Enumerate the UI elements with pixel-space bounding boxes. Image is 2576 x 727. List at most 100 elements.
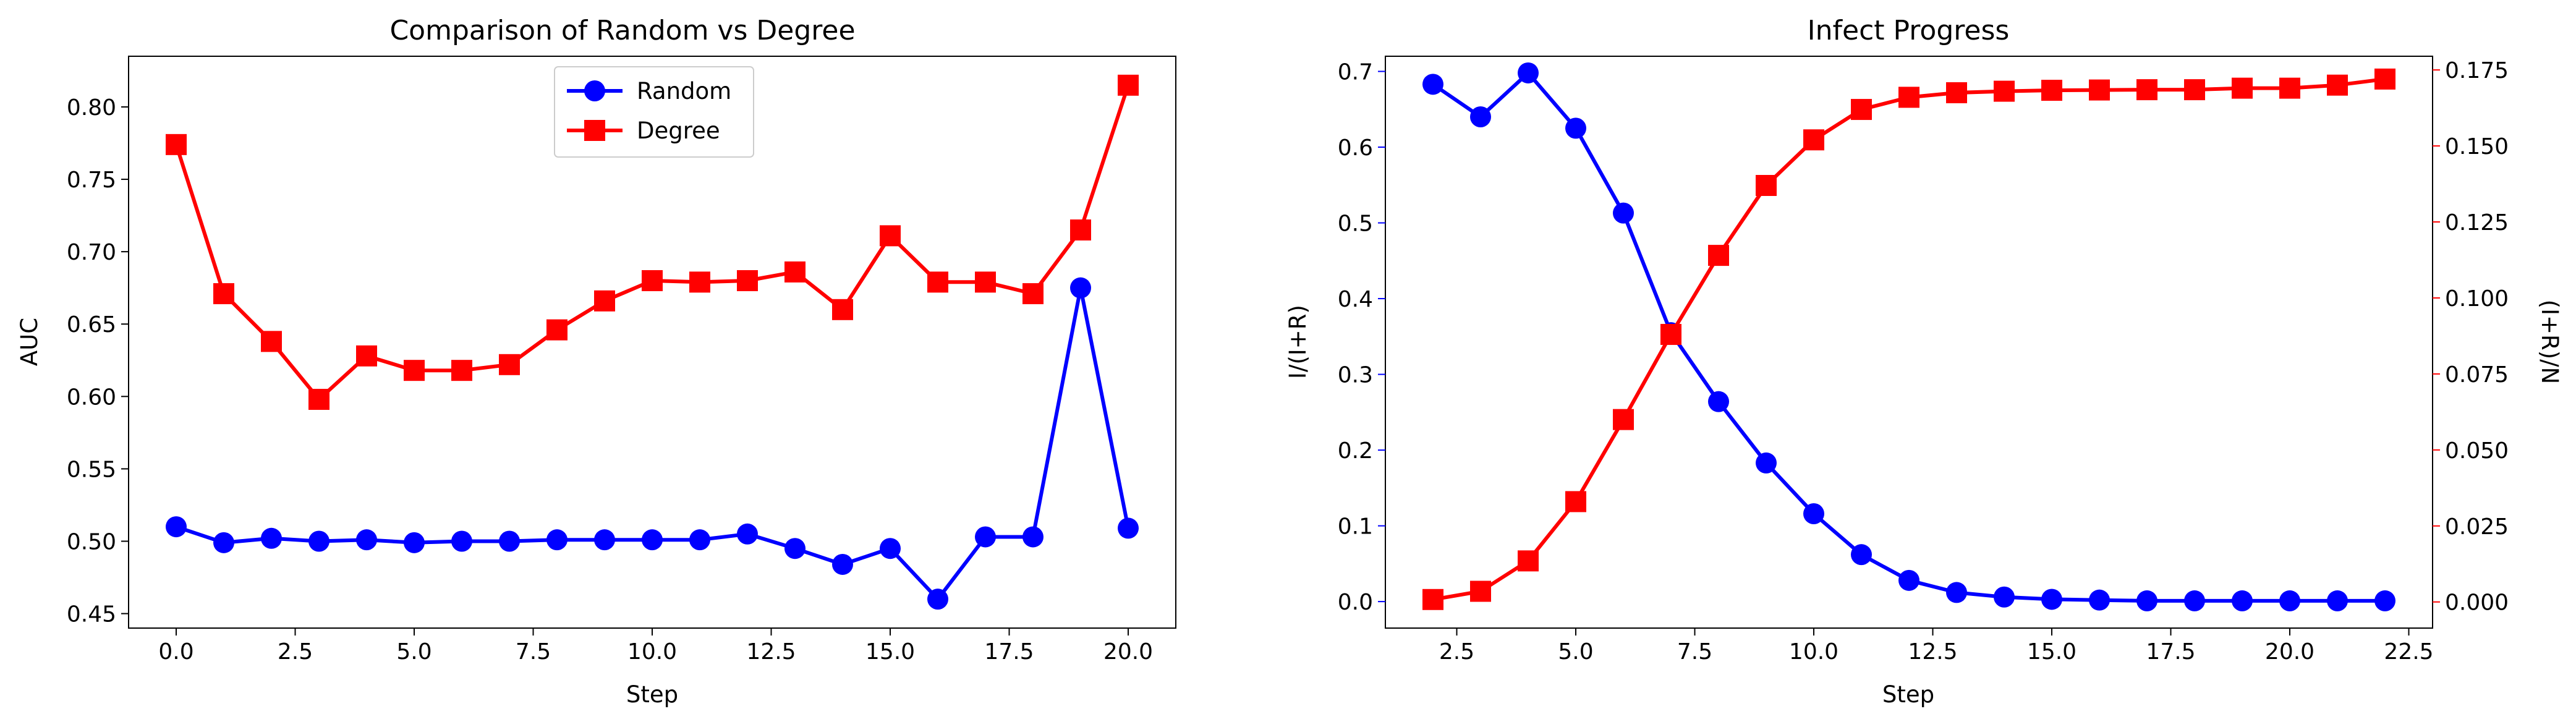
left-x-tick-label: 7.5: [516, 639, 551, 665]
left-x-tick-label: 10.0: [627, 639, 677, 665]
left-chart: Comparison of Random vs Degree 0.0 2.5 5.0…: [16, 15, 1176, 708]
left-series-degree-point: [784, 261, 806, 283]
left-x-tick-label: 2.5: [278, 639, 313, 665]
right-series-left-point: [1803, 503, 1824, 524]
right-series-left-point: [1565, 117, 1586, 139]
right-series-right-point: [2041, 80, 2062, 101]
left-series-random-point: [1022, 526, 1044, 548]
right-chart: Infect Progress 2.5 5.0 7.5 10.0 12.5 15.0 17.…: [1285, 15, 2563, 708]
right-series-left-point: [2184, 590, 2205, 611]
left-series-random-point: [642, 529, 663, 551]
right-right-y-tick-label: 0.075: [2445, 362, 2509, 388]
right-series-right-point: [1756, 174, 1777, 196]
left-x-axis-label: Step: [626, 681, 678, 708]
right-x-tick-label: 7.5: [1677, 639, 1712, 665]
left-series-random-point: [975, 526, 996, 548]
right-x-tick-label: 5.0: [1558, 639, 1593, 665]
right-series-right-point: [1803, 129, 1824, 151]
right-left-y-axis: 0.0 0.1 0.2 0.3 0.4 0.5 0.6 0.7: [1338, 60, 1385, 615]
right-right-y-tick-label: 0.150: [2445, 134, 2509, 159]
left-series-random-point: [880, 538, 901, 559]
right-x-axis-label: Step: [1882, 681, 1934, 708]
right-series-left-point: [1946, 582, 1967, 603]
left-series-degree-point: [975, 271, 996, 293]
right-series-right-point: [2374, 68, 2395, 90]
left-series-random-point: [451, 530, 472, 552]
legend-random-label: Random: [637, 78, 731, 104]
left-y-axis-label: AUC: [16, 318, 43, 366]
left-x-axis: 0.0 2.5 5.0 7.5 10.0 12.5 15.0 17.5 20.0: [158, 628, 1153, 665]
left-y-tick-label: 0.65: [67, 312, 116, 338]
right-series-right-point: [1422, 589, 1443, 610]
left-chart-plot-area: [166, 74, 1139, 610]
right-series-left-point: [2279, 590, 2300, 611]
right-left-y-tick-label: 0.4: [1338, 287, 1373, 312]
left-series-random-point: [1118, 517, 1139, 539]
right-right-y-tick-label: 0.175: [2445, 58, 2509, 83]
right-series-right-point: [1660, 323, 1681, 345]
left-series-degree-point: [356, 345, 377, 367]
right-x-tick-label: 17.5: [2146, 639, 2195, 665]
right-left-y-tick-label: 0.5: [1338, 211, 1373, 237]
left-series-random-point: [499, 530, 520, 552]
right-series-right-point: [2327, 74, 2348, 96]
left-series-degree-point: [404, 360, 425, 381]
left-series-random-point: [737, 523, 758, 545]
right-x-tick-label: 2.5: [1439, 639, 1474, 665]
right-series-left-point: [1756, 452, 1777, 474]
right-series-left-point: [2041, 589, 2062, 610]
right-series-right-point: [1946, 82, 1967, 104]
right-series-left-point: [1613, 202, 1634, 224]
right-chart-plot-area: [1422, 62, 2395, 611]
right-x-tick-label: 12.5: [1908, 639, 1957, 665]
right-series-right-point: [1470, 580, 1491, 602]
right-left-y-tick-label: 0.0: [1338, 590, 1373, 615]
left-series-random-point: [213, 532, 234, 553]
left-series-random-point: [1070, 277, 1091, 299]
right-left-y-tick-label: 0.2: [1338, 438, 1373, 464]
right-series-right-point: [2232, 77, 2253, 99]
left-series-random-point: [261, 527, 282, 549]
right-left-y-tick-label: 0.1: [1338, 514, 1373, 540]
right-right-y-tick-label: 0.125: [2445, 210, 2509, 236]
left-series-degree-point: [451, 360, 472, 381]
right-series-left-point: [1898, 569, 1919, 591]
left-x-tick-label: 0.0: [158, 639, 193, 665]
right-series-left-point: [1422, 74, 1443, 95]
left-series-degree-point: [880, 225, 901, 247]
right-left-y-tick-label: 0.6: [1338, 135, 1373, 161]
left-series-random-point: [546, 529, 567, 551]
right-series-left-point: [1851, 544, 1872, 566]
left-series-random-point: [404, 532, 425, 553]
left-y-tick-label: 0.75: [67, 168, 116, 193]
right-x-tick-label: 22.5: [2384, 639, 2433, 665]
right-series-right-point: [2184, 79, 2205, 101]
left-series-degree-point: [737, 270, 758, 291]
right-right-y-axis: 0.000 0.025 0.050 0.075 0.100 0.125 0.150 0.175: [2433, 58, 2509, 616]
right-right-y-tick-label: 0.050: [2445, 438, 2509, 464]
right-series-left-point: [1994, 586, 2015, 608]
left-y-tick-label: 0.70: [67, 240, 116, 265]
legend-degree-marker: [584, 120, 605, 141]
right-series-right-point: [1851, 99, 1872, 121]
left-series-degree-point: [166, 134, 187, 155]
left-series-random-point: [927, 589, 948, 610]
right-series-left-point: [2136, 590, 2157, 611]
right-right-y-axis-label: (I+R)/N: [2536, 300, 2563, 385]
left-series-random-point: [689, 529, 710, 551]
left-series-random-point: [356, 529, 377, 551]
left-chart-title: Comparison of Random vs Degree: [389, 15, 855, 46]
right-series-left-point: [1518, 62, 1539, 83]
left-series-degree-point: [213, 283, 234, 305]
right-series-right-point: [1613, 409, 1634, 430]
right-chart-title: Infect Progress: [1808, 15, 2010, 46]
right-right-y-tick-label: 0.100: [2445, 286, 2509, 312]
right-series-left-point: [2327, 590, 2348, 611]
left-y-tick-label: 0.60: [67, 385, 116, 410]
left-y-tick-label: 0.50: [67, 529, 116, 555]
left-series-degree-point: [927, 271, 948, 293]
right-series-left-point: [2232, 590, 2253, 611]
left-series-degree-point: [261, 331, 282, 352]
left-x-tick-label: 12.5: [746, 639, 796, 665]
